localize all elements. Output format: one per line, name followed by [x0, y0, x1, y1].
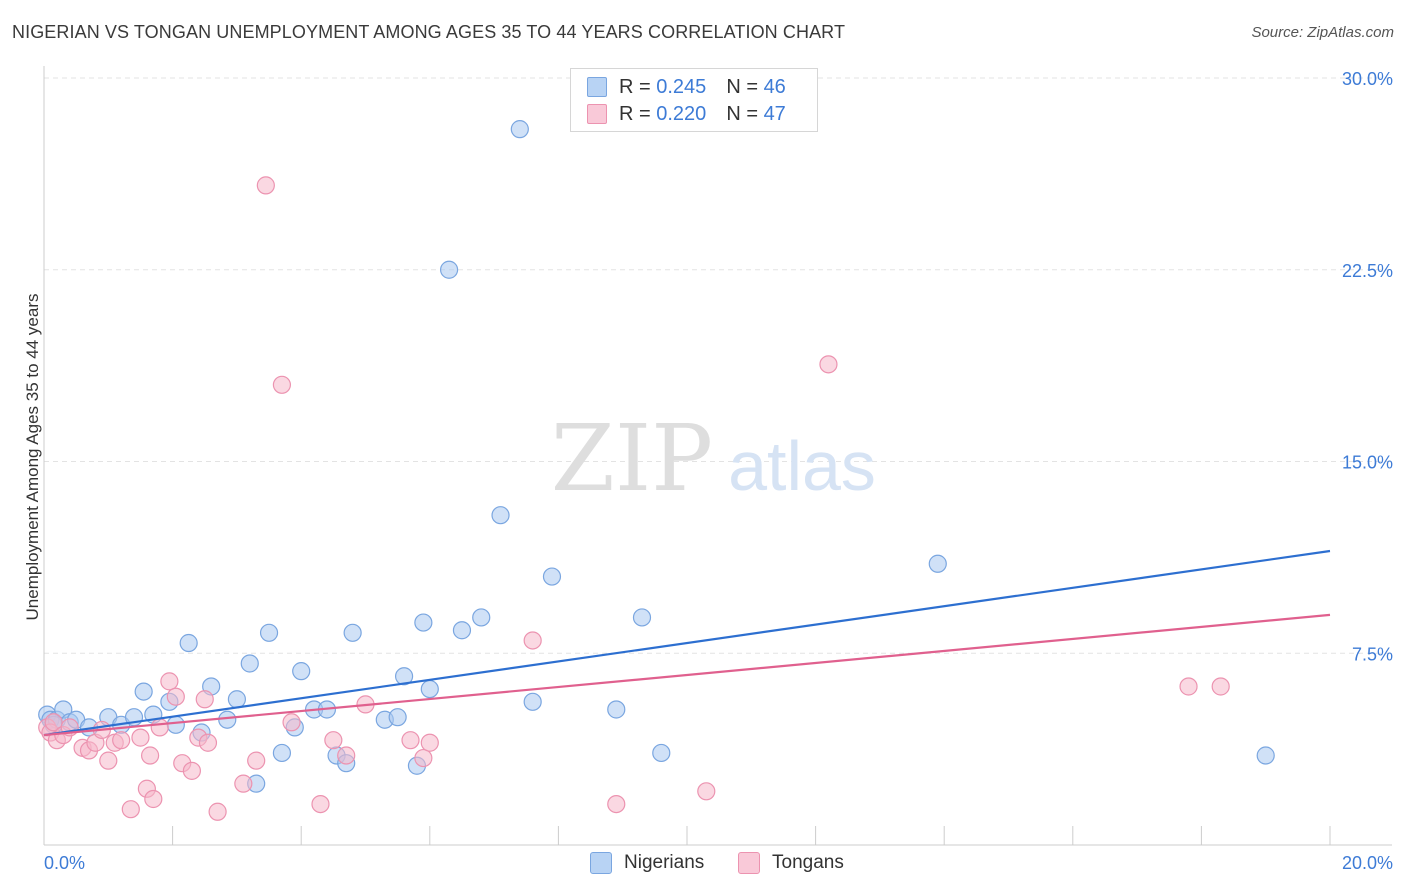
legend-row-tongans: R = 0.220 N = 47	[587, 102, 786, 126]
legend-n-label: N =	[726, 75, 764, 98]
tongan-point	[160, 672, 179, 691]
nigerian-point	[292, 662, 311, 681]
bottom-legend-nigerians: Nigerians	[590, 852, 704, 874]
nigerian-point	[218, 710, 237, 729]
nigerian-point	[510, 120, 529, 139]
tongan-point	[414, 748, 433, 768]
points-layer	[38, 120, 1275, 821]
nigerian-point	[259, 623, 279, 642]
nigerian-point	[388, 708, 407, 727]
label-layer: 7.5% 15.0% 22.5% 30.0% 0.0% 20.0%	[44, 69, 1393, 873]
legend-r-label: R =	[619, 75, 657, 98]
tongan-point	[166, 687, 185, 706]
legend-n-value: 46	[763, 75, 786, 98]
trend-layer	[43, 549, 1331, 737]
tongan-point	[819, 355, 838, 374]
nigerian-point	[1256, 746, 1275, 765]
axis-layer	[43, 66, 1392, 846]
nigerian-point	[240, 654, 259, 673]
tongan-point	[99, 751, 118, 770]
tongan-point	[44, 713, 63, 732]
legend-r-label: R =	[619, 102, 657, 125]
legend-r-value: 0.245	[656, 75, 707, 98]
nigerian-point	[179, 633, 198, 653]
nigerian-point	[394, 667, 414, 686]
tongan-trend-line	[43, 613, 1331, 737]
tongan-point	[234, 774, 253, 793]
tongan-point	[272, 375, 292, 394]
tongan-point	[324, 731, 343, 750]
nigerian-point	[414, 613, 433, 632]
legend-swatch-nigerians	[587, 77, 607, 97]
watermark: ZIP atlas	[551, 405, 876, 512]
watermark-atlas: atlas	[728, 427, 876, 505]
chart-source: Source: ZipAtlas.com	[1251, 24, 1394, 41]
nigerian-point	[652, 743, 671, 763]
bottom-legend-label-tongans: Tongans	[772, 852, 844, 873]
watermark-zip: ZIP	[551, 405, 713, 512]
y-tick-label: 22.5%	[1342, 261, 1393, 281]
legend-swatch-tongans	[587, 104, 607, 124]
legend-row-nigerians: R = 0.245 N = 46	[587, 75, 786, 99]
legend-n-label: N =	[726, 102, 764, 125]
tongan-point	[420, 733, 439, 752]
tongan-point	[182, 761, 201, 780]
nigerian-point	[420, 679, 439, 699]
bottom-legend-swatch-nigerians	[590, 852, 612, 874]
tongan-point	[401, 731, 420, 750]
tongan-point	[150, 718, 169, 737]
y-tick-label: 30.0%	[1342, 69, 1393, 89]
legend: R = 0.245 N = 46 R = 0.220 N = 47	[570, 68, 818, 132]
tongan-point	[121, 800, 140, 819]
tongan-point	[311, 794, 330, 814]
tongan-point	[112, 731, 131, 750]
nigerian-point	[452, 621, 472, 640]
y-axis-label: Unemployment Among Ages 35 to 44 years	[23, 294, 42, 621]
nigerian-point	[166, 715, 185, 734]
tongan-point	[523, 631, 542, 650]
nigerian-trend-line	[43, 549, 1331, 737]
nigerian-point	[227, 690, 246, 709]
y-tick-label: 15.0%	[1342, 453, 1393, 473]
nigerian-point	[491, 506, 510, 525]
nigerian-point	[632, 608, 652, 627]
nigerian-point	[343, 623, 362, 642]
tongan-point	[140, 746, 160, 765]
nigerian-point	[272, 743, 292, 763]
tongan-point	[208, 802, 227, 821]
bottom-legend-tongans: Tongans	[738, 852, 844, 874]
tongan-point	[247, 751, 266, 770]
x-tick-label: 0.0%	[44, 853, 85, 873]
tongan-point	[282, 713, 301, 732]
nigerian-point	[523, 692, 542, 711]
y-tick-label: 7.5%	[1352, 644, 1393, 664]
bottom-legend-swatch-tongans	[738, 852, 760, 874]
x-tick-label: 20.0%	[1342, 853, 1393, 873]
nigerian-point	[134, 682, 153, 701]
tongan-point	[198, 733, 218, 752]
tongan-point	[256, 176, 275, 195]
bottom-legend-label-nigerians: Nigerians	[624, 852, 705, 873]
chart-title: NIGERIAN VS TONGAN UNEMPLOYMENT AMONG AG…	[12, 22, 846, 42]
grid-layer	[44, 77, 1392, 654]
tongan-point	[1211, 677, 1230, 696]
legend-r-value: 0.220	[656, 102, 707, 125]
tongan-point	[131, 728, 150, 747]
nigerian-point	[607, 700, 626, 719]
tongan-point	[144, 789, 163, 809]
nigerian-point	[928, 554, 947, 573]
tongan-point	[607, 794, 626, 814]
legend-n-value: 47	[763, 102, 786, 125]
tongan-point	[337, 746, 356, 765]
tongan-point	[1179, 677, 1198, 696]
nigerian-point	[439, 260, 459, 279]
nigerian-point	[542, 567, 562, 586]
tongan-point	[697, 782, 716, 801]
nigerian-point	[472, 608, 491, 627]
tongan-point	[195, 690, 214, 709]
